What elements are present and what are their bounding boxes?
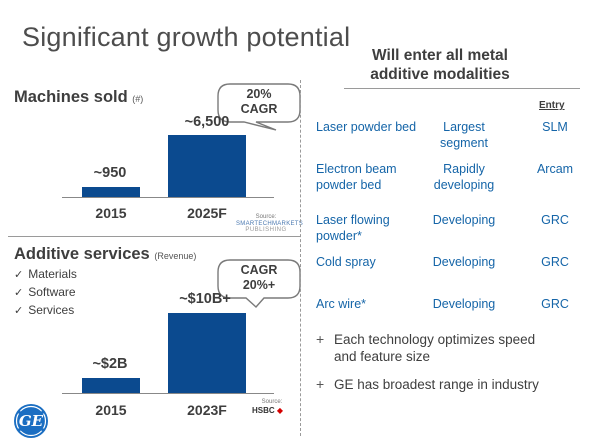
bar-services-2023 [168,313,246,393]
xlabel-machines-2025: 2025F [187,205,227,221]
hsbc-text: HSBC [252,405,275,415]
services-list: Materials Software Services [14,266,77,320]
services-heading: Additive services (Revenue) [14,245,196,264]
ge-logo-text: GE [18,412,44,430]
bar-value-machines-2015: ~950 [93,165,127,181]
ge-monogram-icon [14,404,48,438]
services-heading-label: Additive services [14,245,150,263]
status-line: segment [440,136,488,150]
tech-cell: Laser flowing powder* [316,212,436,244]
bullet-item-1: + Each technology optimizes speed and fe… [316,331,586,365]
xlabel-services-2023: 2023F [187,402,227,418]
tech-line: powder* [316,229,362,243]
bar-value-machines-2025: ~6,500 [184,114,230,130]
tech-cell: Laser powder bed [316,119,436,135]
status-line: Rapidly [443,162,485,176]
tech-cell: Cold spray [316,255,376,269]
tech-line: Electron beam [316,162,397,176]
xlabel-machines-2015: 2015 [95,205,127,221]
cagr-machines-line2: CAGR [240,102,278,116]
page-title: Significant growth potential [22,22,351,52]
plus-icon: + [316,331,325,347]
plus-icon: + [316,376,325,392]
machines-unit: (#) [132,94,144,104]
speech-bubble-shape [217,83,301,131]
source-name-2: HSBC ◆ [252,406,292,416]
bar-machines-2025 [168,135,246,197]
entry-cell: GRC [541,213,569,227]
right-heading: Will enter all metal additive modalities [340,46,540,84]
tech-cell: Arc wire* [316,297,367,311]
source-hsbc: Source: HSBC ◆ [252,399,292,416]
status-cell: Developing [432,213,496,227]
status-line: Largest [443,120,485,134]
bar-machines-2015 [82,187,140,197]
status-cell: Developing [432,297,496,311]
xlabel-services-2015: 2015 [95,402,127,418]
bar-value-services-2015: ~$2B [92,356,128,372]
bullet-line: Each technology optimizes speed [334,332,536,347]
tech-cell: Electron beam powder bed [316,161,436,193]
cagr-bubble-services: CAGR 20%+ [216,258,302,308]
source-name-1b: PUBLISHING [245,227,287,233]
entry-column-header: Entry [539,100,565,111]
list-item: Software [14,284,77,302]
vertical-divider [300,80,301,436]
bar-services-2015 [82,378,140,393]
source-label-1: Source: [255,214,277,220]
source-name-1a: SMARTECHMARKETS [236,220,304,227]
section-divider [8,236,300,237]
list-item: Materials [14,266,77,284]
tech-line: Laser flowing [316,213,390,227]
bullet-line: GE has broadest range in industry [334,377,539,392]
entry-cell: SLM [542,120,568,134]
services-unit: (Revenue) [154,251,197,261]
tech-line: powder bed [316,178,382,192]
list-item: Services [14,302,77,320]
machines-heading: Machines sold (#) [14,88,143,107]
speech-bubble-shape [217,259,301,308]
cagr-services-line2: 20%+ [242,278,276,292]
hsbc-hexagon-icon: ◆ [276,405,284,415]
status-line: developing [433,178,495,192]
cagr-bubble-machines: 20% CAGR [216,82,302,132]
right-heading-line2: additive modalities [370,66,510,83]
machines-heading-label: Machines sold [14,88,128,106]
source-label-2: Source: [261,399,283,405]
entry-cell: GRC [541,255,569,269]
source-smartech: Source: SMARTECHMARKETS PUBLISHING [236,214,304,234]
cagr-machines-line1: 20% [246,87,272,101]
ge-logo: GE [13,403,49,439]
right-heading-line1: Will enter all metal [372,47,508,64]
status-cell: Developing [432,255,496,269]
bullet-line: and feature size [334,349,431,364]
bullet-item-2: + GE has broadest range in industry [316,376,586,393]
chart-baseline-machines [62,197,274,198]
bar-value-services-2023: ~$10B+ [179,291,231,307]
tech-line: Laser powder bed [316,120,417,134]
right-heading-underline [344,88,580,89]
entry-cell: Arcam [536,162,574,176]
status-cell: Largest segment [424,119,504,151]
entry-cell: GRC [541,297,569,311]
chart-baseline-services [62,393,274,394]
cagr-services-line1: CAGR [240,263,278,277]
status-cell: Rapidly developing [424,161,504,193]
